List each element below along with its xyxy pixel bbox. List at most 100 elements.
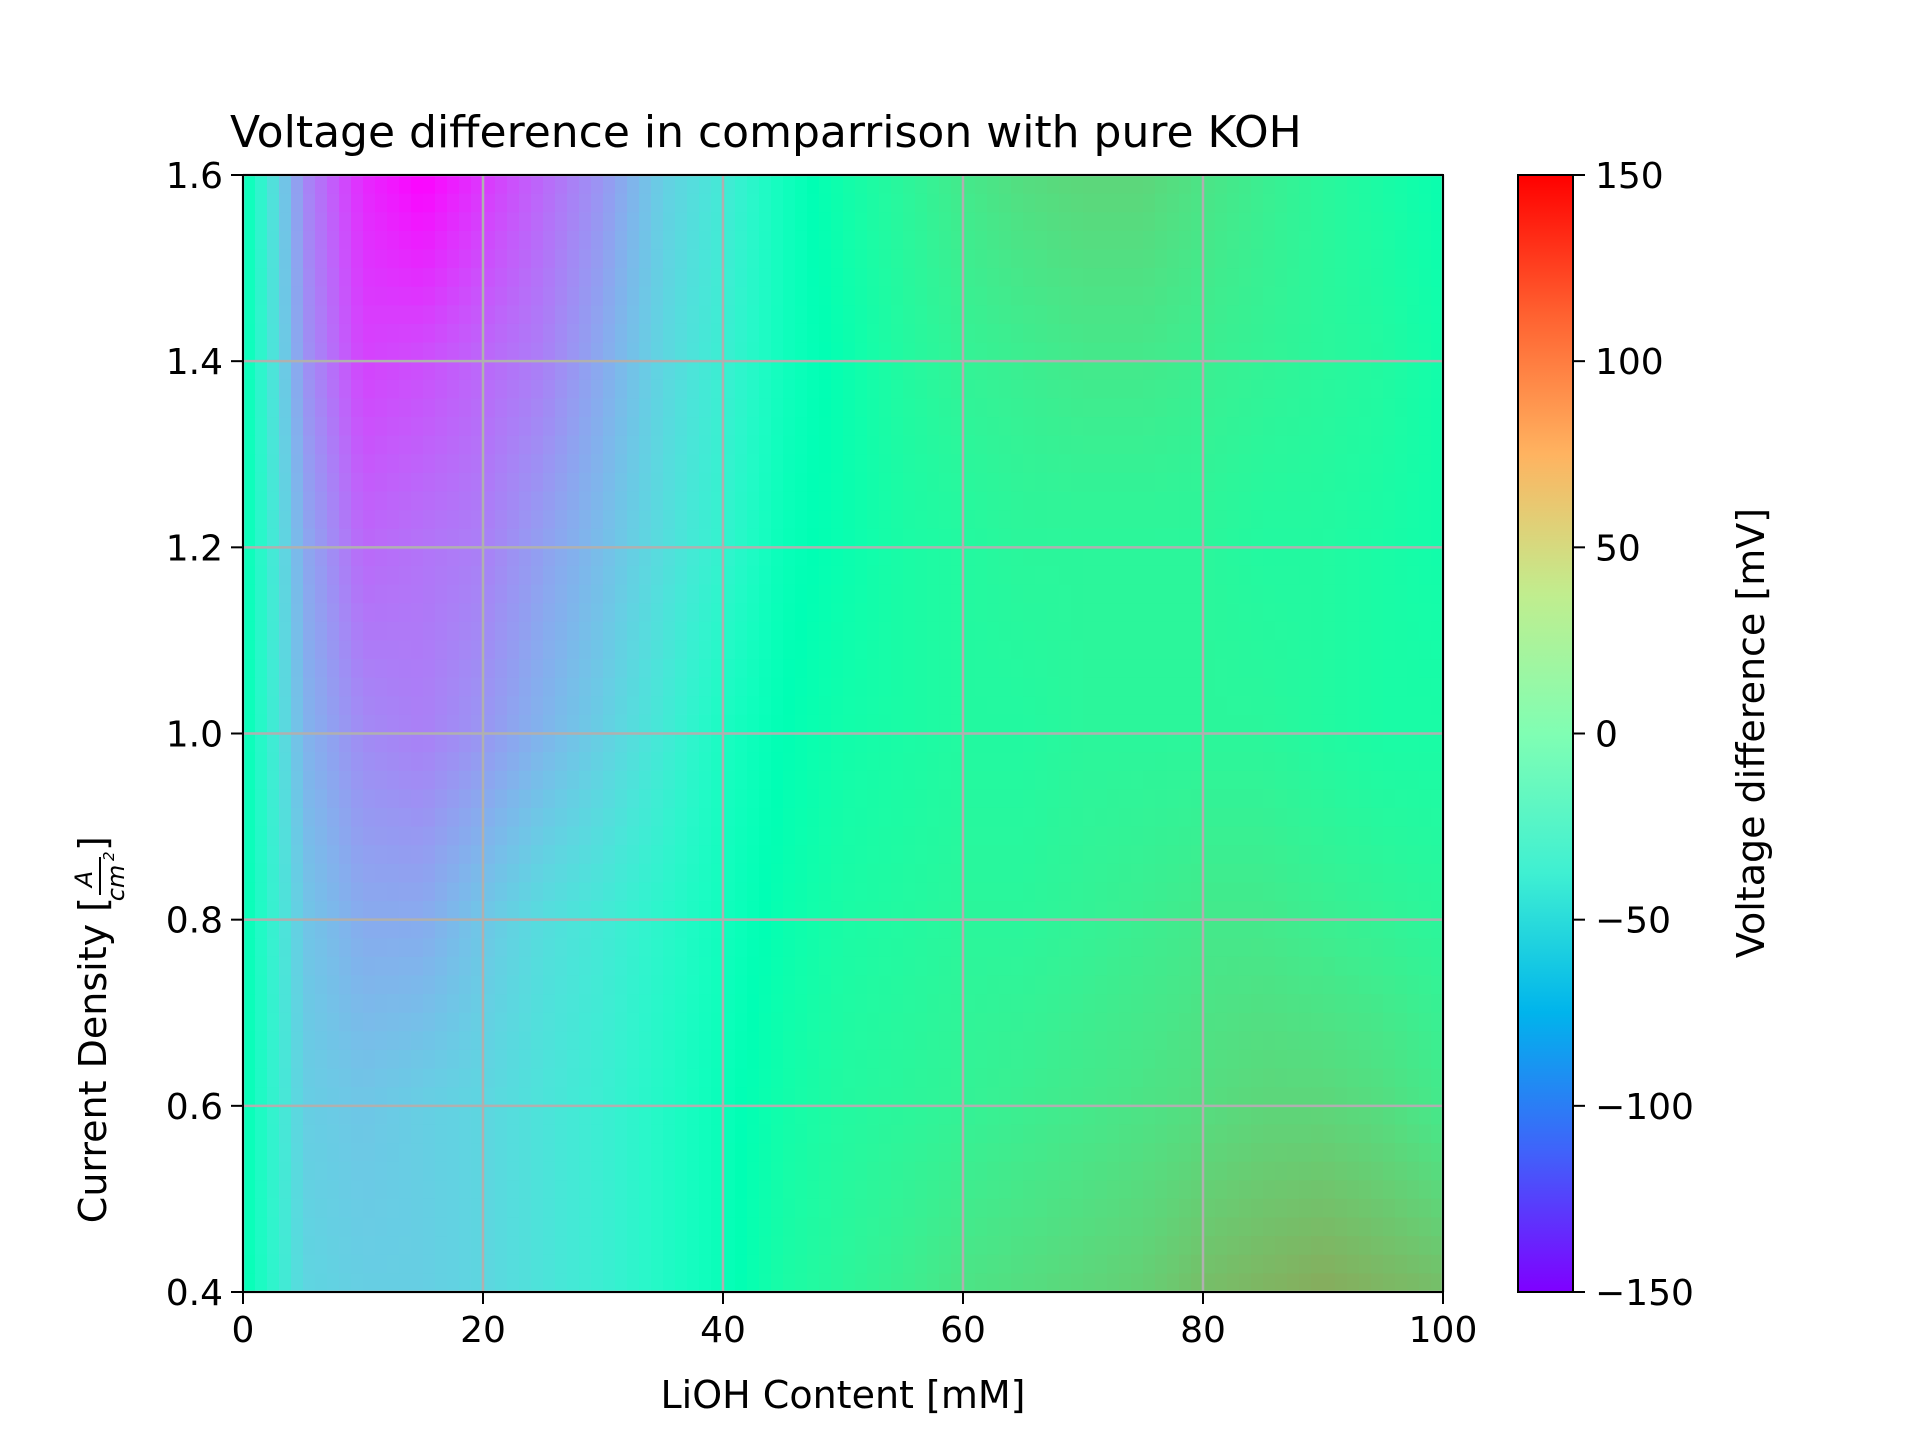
heatmap-cell xyxy=(423,789,436,809)
heatmap-cell xyxy=(1275,770,1288,790)
heatmap-cell xyxy=(783,752,796,772)
heatmap-cell xyxy=(543,733,556,753)
heatmap-cell xyxy=(1275,789,1288,809)
heatmap-cell xyxy=(1359,193,1372,213)
heatmap-cell xyxy=(267,1031,280,1051)
heatmap-cell xyxy=(303,584,316,604)
heatmap-cell xyxy=(1071,1068,1084,1088)
heatmap-cell xyxy=(1083,975,1096,995)
heatmap-cell xyxy=(1155,547,1168,567)
heatmap-cell xyxy=(579,305,592,325)
heatmap-cell xyxy=(1107,882,1120,902)
heatmap-cell xyxy=(783,361,796,381)
heatmap-cell xyxy=(411,826,424,846)
heatmap-cell xyxy=(1047,621,1060,642)
heatmap-cell xyxy=(831,175,844,195)
heatmap-cell xyxy=(819,323,832,344)
heatmap-cell xyxy=(1431,565,1443,586)
heatmap-cell xyxy=(699,323,712,344)
heatmap-cell xyxy=(1131,249,1144,269)
heatmap-cell xyxy=(399,342,412,362)
heatmap-cell xyxy=(1419,826,1432,846)
heatmap-cell xyxy=(831,510,844,530)
heatmap-cell xyxy=(423,863,436,884)
heatmap-cell xyxy=(1047,268,1060,288)
heatmap-cell xyxy=(1023,584,1036,604)
heatmap-cell xyxy=(651,1012,664,1032)
heatmap-cell xyxy=(519,1031,532,1051)
heatmap-cell xyxy=(843,863,856,884)
heatmap-cell xyxy=(255,1087,268,1107)
heatmap-cell xyxy=(867,193,880,213)
heatmap-cell xyxy=(1287,863,1300,884)
heatmap-cell xyxy=(327,863,340,884)
heatmap-cell xyxy=(867,901,880,921)
heatmap-cell xyxy=(1287,361,1300,381)
heatmap-cell xyxy=(1275,342,1288,362)
heatmap-cell xyxy=(555,659,568,679)
heatmap-cell xyxy=(1131,454,1144,474)
heatmap-cell xyxy=(1383,1087,1396,1107)
heatmap-cell xyxy=(303,938,316,958)
heatmap-cell xyxy=(843,882,856,902)
heatmap-cell xyxy=(987,230,1000,251)
heatmap-cell xyxy=(831,938,844,958)
heatmap-cell xyxy=(1095,268,1108,288)
heatmap-cell xyxy=(519,901,532,921)
heatmap-cell xyxy=(855,770,868,790)
heatmap-cell xyxy=(1383,212,1396,232)
heatmap-cell xyxy=(435,1049,448,1070)
heatmap-cell xyxy=(999,454,1012,474)
heatmap-cell xyxy=(519,193,532,213)
heatmap-cell xyxy=(1287,472,1300,493)
heatmap-cell xyxy=(1107,286,1120,306)
heatmap-cell xyxy=(639,230,652,251)
heatmap-cell xyxy=(1011,956,1024,977)
heatmap-cell xyxy=(1299,491,1312,511)
heatmap-cell xyxy=(591,1049,604,1070)
heatmap-cell xyxy=(1431,994,1443,1014)
heatmap-cell xyxy=(1071,975,1084,995)
heatmap-cell xyxy=(1251,361,1264,381)
heatmap-cell xyxy=(603,175,616,195)
heatmap-cell xyxy=(1143,938,1156,958)
heatmap-cell xyxy=(711,659,724,679)
heatmap-cell xyxy=(1395,696,1408,716)
heatmap-cell xyxy=(963,305,976,325)
heatmap-cell xyxy=(699,435,712,455)
heatmap-cell xyxy=(951,1031,964,1051)
heatmap-cell xyxy=(627,863,640,884)
heatmap-cell xyxy=(615,417,628,437)
heatmap-cell xyxy=(1239,286,1252,306)
heatmap-cell xyxy=(711,770,724,790)
heatmap-cell xyxy=(879,994,892,1014)
heatmap-cell xyxy=(471,454,484,474)
heatmap-cell xyxy=(1299,472,1312,493)
heatmap-cell xyxy=(1239,175,1252,195)
heatmap-cell xyxy=(1407,510,1420,530)
heatmap-cell xyxy=(603,640,616,660)
heatmap-cell xyxy=(807,770,820,790)
heatmap-cell xyxy=(999,268,1012,288)
heatmap-cell xyxy=(867,1068,880,1088)
heatmap-cell xyxy=(747,603,760,623)
heatmap-cell xyxy=(675,659,688,679)
heatmap-cell xyxy=(951,714,964,735)
heatmap-cell xyxy=(315,1031,328,1051)
heatmap-cell xyxy=(1143,714,1156,735)
heatmap-cell xyxy=(375,659,388,679)
heatmap-cell xyxy=(1107,789,1120,809)
heatmap-cell xyxy=(495,417,508,437)
heatmap-cell xyxy=(327,975,340,995)
heatmap-cell xyxy=(759,398,772,418)
heatmap-cell xyxy=(915,956,928,977)
heatmap-cell xyxy=(951,807,964,828)
heatmap-cell xyxy=(243,342,256,362)
heatmap-cell xyxy=(675,938,688,958)
heatmap-cell xyxy=(1311,398,1324,418)
heatmap-cell xyxy=(1251,230,1264,251)
heatmap-cell xyxy=(1167,677,1180,697)
heatmap-cell xyxy=(387,770,400,790)
heatmap-cell xyxy=(567,491,580,511)
heatmap-cell xyxy=(867,268,880,288)
